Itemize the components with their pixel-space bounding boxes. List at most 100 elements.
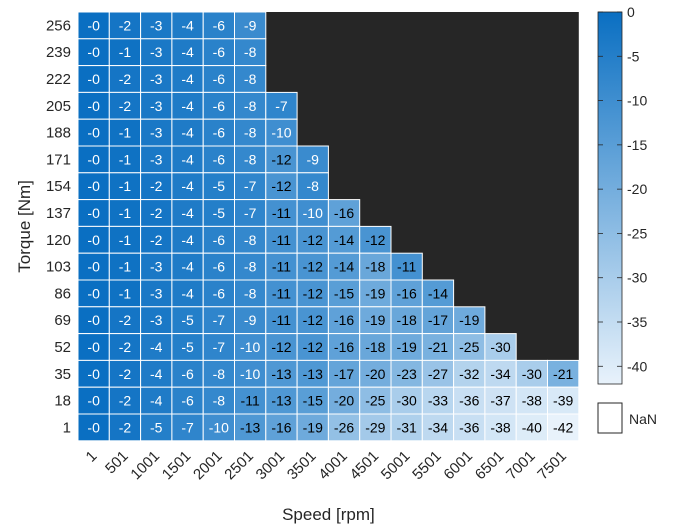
cell-value-label: -6 — [213, 285, 226, 301]
cell-value-label: -1 — [119, 178, 132, 194]
colorbar-tick-label: -15 — [627, 137, 647, 153]
x-tick-label: 5501 — [409, 448, 445, 484]
cell-value-label: -32 — [459, 366, 479, 382]
y-tick-label: 103 — [46, 259, 71, 276]
cell-value-label: -11 — [397, 259, 416, 275]
cell-value-label: -14 — [334, 259, 354, 275]
heatmap-cell — [296, 306, 329, 335]
cell-value-label: -12 — [303, 312, 323, 328]
cell-value-label: -12 — [271, 178, 291, 194]
cell-value-label: -8 — [244, 232, 257, 248]
cell-value-label: -4 — [150, 366, 163, 382]
cell-value-label: -11 — [272, 205, 291, 221]
heatmap-cell — [547, 386, 580, 415]
heatmap-cell — [390, 252, 423, 281]
cell-value-label: -3 — [150, 44, 163, 60]
heatmap-cell — [390, 333, 423, 361]
x-tick-label: 6001 — [440, 448, 476, 484]
cell-value-label: -10 — [240, 366, 260, 382]
cell-value-label: -10 — [209, 419, 229, 435]
cell-value-label: -0 — [87, 339, 100, 355]
x-tick-label: 1501 — [159, 448, 195, 484]
heatmap-cell — [140, 413, 173, 442]
heatmap-cell — [234, 333, 267, 361]
heatmap-cell — [77, 225, 110, 254]
cell-value-label: -10 — [271, 125, 291, 141]
cell-value-label: -0 — [87, 232, 100, 248]
cell-value-label: -4 — [181, 44, 194, 60]
cell-value-label: -11 — [241, 393, 260, 409]
y-tick-label: 256 — [46, 17, 71, 34]
heatmap-cell — [327, 413, 361, 442]
heatmap-cell — [359, 333, 392, 361]
cell-value-label: -6 — [213, 259, 226, 275]
heatmap-cell — [327, 359, 361, 388]
cell-value-label: -21 — [553, 366, 573, 382]
cell-value-label: -0 — [87, 151, 100, 167]
cell-value-label: -6 — [213, 44, 226, 60]
x-tick-label: 2501 — [221, 448, 257, 484]
cell-value-label: -7 — [213, 312, 226, 328]
x-tick-label: 6501 — [472, 448, 508, 484]
cell-value-label: -1 — [119, 285, 132, 301]
heatmap-cell — [171, 359, 204, 388]
cell-value-label: -2 — [119, 17, 132, 33]
heatmap-cell — [171, 172, 204, 201]
cell-value-label: -6 — [213, 17, 226, 33]
cell-value-label: -16 — [334, 205, 354, 221]
heatmap-cell — [171, 65, 204, 93]
cell-value-label: -25 — [459, 339, 479, 355]
y-axis-title: Torque [Nm] — [15, 180, 34, 273]
heatmap-cell — [359, 306, 392, 335]
x-tick-label: 7501 — [534, 448, 570, 484]
y-tick-label: 35 — [54, 366, 71, 383]
cell-value-label: -2 — [119, 393, 132, 409]
heatmap-cell — [390, 306, 423, 335]
cell-value-label: -8 — [213, 393, 226, 409]
heatmap-cell — [171, 38, 204, 67]
y-tick-label: 52 — [54, 339, 71, 356]
cell-value-label: -6 — [213, 98, 226, 114]
cell-value-label: -9 — [307, 151, 320, 167]
heatmap-cell — [265, 225, 298, 254]
heatmap-cell — [296, 199, 329, 227]
cell-value-label: -2 — [119, 339, 132, 355]
cell-value-label: -39 — [553, 393, 573, 409]
y-tick-label: 1 — [63, 419, 71, 436]
cell-value-label: -20 — [365, 366, 385, 382]
heatmap-cell — [296, 279, 329, 308]
heatmap-cell — [547, 413, 580, 442]
heatmap-cell — [140, 65, 173, 93]
heatmap-cell — [202, 252, 235, 281]
cell-value-label: -16 — [334, 312, 354, 328]
cell-value-label: -6 — [213, 151, 226, 167]
cell-value-label: -12 — [303, 232, 323, 248]
cell-value-label: -16 — [334, 339, 354, 355]
cell-value-label: -40 — [522, 419, 542, 435]
y-tick-label: 86 — [54, 285, 71, 302]
x-axis-title: Speed [rpm] — [282, 505, 375, 524]
cell-value-label: -4 — [181, 71, 194, 87]
cell-value-label: -12 — [303, 285, 323, 301]
heatmap-cell — [77, 11, 110, 40]
colorbar-tick-label: -40 — [627, 358, 647, 374]
cell-value-label: -0 — [87, 312, 100, 328]
heatmap-cell — [234, 225, 267, 254]
cell-value-label: -17 — [334, 366, 354, 382]
cell-value-label: -2 — [119, 419, 132, 435]
heatmap-cell — [515, 413, 549, 442]
cell-value-label: -14 — [428, 285, 448, 301]
cell-value-label: -2 — [119, 71, 132, 87]
cell-value-label: -15 — [303, 393, 323, 409]
cell-value-label: -37 — [490, 393, 510, 409]
heatmap-cell — [171, 333, 204, 361]
cell-value-label: -36 — [459, 393, 479, 409]
cell-value-label: -13 — [240, 419, 260, 435]
heatmap-cell — [296, 172, 329, 201]
cell-value-label: -18 — [365, 339, 385, 355]
cell-value-label: -38 — [522, 393, 542, 409]
cell-value-label: -42 — [553, 419, 573, 435]
x-tick-label: 3501 — [284, 448, 320, 484]
nan-legend-label: NaN — [629, 411, 657, 427]
x-tick-label: 3001 — [253, 448, 289, 484]
